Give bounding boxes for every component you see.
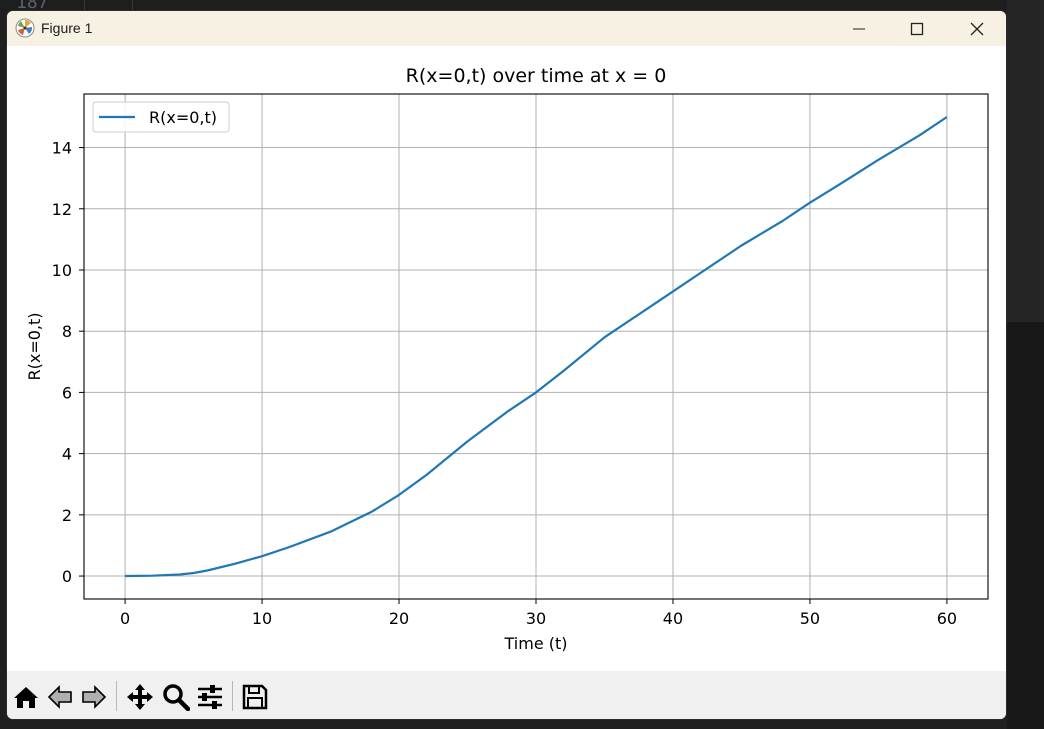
maximize-button[interactable] xyxy=(888,11,946,46)
x-tick-label: 30 xyxy=(526,609,546,628)
x-tick-label: 40 xyxy=(663,609,683,628)
zoom-magnifier-icon xyxy=(163,684,190,711)
pan-button[interactable] xyxy=(124,681,156,713)
editor-side-panel-lower xyxy=(1007,322,1044,729)
y-tick-label: 4 xyxy=(62,445,72,464)
x-tick-label: 20 xyxy=(389,609,409,628)
legend-label: R(x=0,t) xyxy=(149,108,217,127)
home-button[interactable] xyxy=(10,681,42,713)
y-tick-label: 12 xyxy=(52,200,72,219)
configure-subplots-button[interactable] xyxy=(194,681,226,713)
save-button[interactable] xyxy=(239,681,271,713)
forward-button[interactable] xyxy=(78,681,110,713)
window-title: Figure 1 xyxy=(41,20,93,36)
chart-title: R(x=0,t) over time at x = 0 xyxy=(406,65,667,87)
figure-canvas[interactable]: 0 10 20 30 40 50 60 0 2 4 6 8 10 12 14 R(x=0,t) over ti… xyxy=(7,46,1006,671)
axes-frame xyxy=(83,93,989,600)
toolbar-separator xyxy=(232,681,233,711)
editor-divider xyxy=(84,0,85,12)
figure-window: Figure 1 0 10 20 30 40 50 60 0 2 4 6 8 10 12 14 R(x=0,t… xyxy=(7,11,1006,719)
y-tick-label: 14 xyxy=(52,139,72,158)
close-button[interactable] xyxy=(948,11,1006,46)
y-tick-label: 10 xyxy=(52,261,72,280)
x-tick-label: 50 xyxy=(800,609,820,628)
x-axis-label: Time (t) xyxy=(504,634,568,653)
legend-box xyxy=(92,101,230,133)
editor-background xyxy=(0,0,1044,12)
pan-move-icon xyxy=(127,684,153,710)
maximize-icon xyxy=(910,22,924,35)
legend: R(x=0,t) xyxy=(92,101,230,133)
close-icon xyxy=(970,22,984,35)
minimize-icon xyxy=(853,28,865,29)
x-tick-label: 10 xyxy=(252,609,272,628)
toolbar-separator xyxy=(116,681,117,711)
line-chart: 0 10 20 30 40 50 60 0 2 4 6 8 10 12 14 R(x=0,t) over ti… xyxy=(25,65,989,653)
back-arrow-icon xyxy=(47,685,72,709)
x-tick-label: 60 xyxy=(937,609,957,628)
zoom-button[interactable] xyxy=(160,681,192,713)
editor-side-panel xyxy=(1007,0,1044,322)
y-tick-label: 6 xyxy=(62,383,72,402)
matplotlib-logo-icon xyxy=(15,18,35,38)
home-icon xyxy=(14,687,38,708)
editor-line-number: 187 xyxy=(16,0,49,13)
y-tick-label: 2 xyxy=(62,506,72,525)
forward-arrow-icon xyxy=(82,685,107,709)
x-tick-label: 0 xyxy=(120,609,130,628)
y-tick-label: 8 xyxy=(62,322,72,341)
series-line xyxy=(125,116,948,578)
window-titlebar[interactable]: Figure 1 xyxy=(7,11,1006,46)
save-floppy-icon xyxy=(242,684,268,710)
back-button[interactable] xyxy=(44,681,76,713)
navigation-toolbar xyxy=(7,671,1006,719)
minimize-button[interactable] xyxy=(830,11,888,46)
editor-divider xyxy=(132,0,133,12)
y-axis-label: R(x=0,t) xyxy=(25,312,44,380)
sliders-icon xyxy=(198,685,222,709)
y-tick-label: 0 xyxy=(62,567,72,586)
